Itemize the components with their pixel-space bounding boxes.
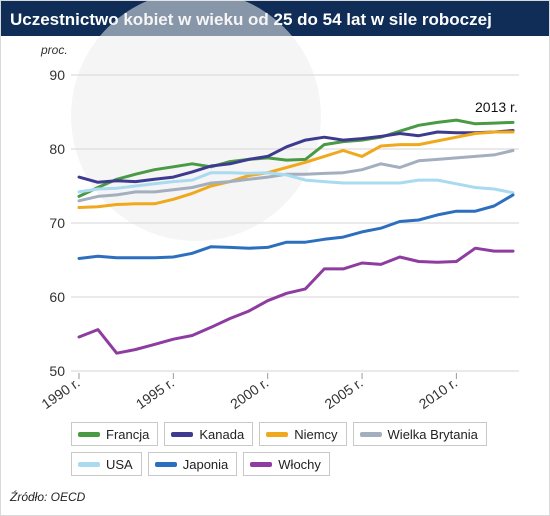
legend-item: USA (71, 452, 142, 476)
legend-label: Kanada (199, 426, 245, 442)
series-line-niemcy (77, 130, 515, 209)
y-tick-label: 90 (49, 67, 65, 83)
legend-label: Niemcy (294, 426, 338, 442)
x-tick-label: 1990 r. (38, 374, 82, 412)
legend-item: Francja (71, 422, 159, 446)
legend-item: Kanada (164, 422, 254, 446)
x-axis: 1990 r. 1995 r. 2000 r. 2005 r. 2010 r. (38, 373, 460, 412)
series-line-japonia (77, 193, 515, 260)
legend-label: Francja (106, 426, 150, 442)
legend-label: Włochy (278, 456, 321, 472)
legend-swatch (78, 431, 100, 437)
legend-row: Francja Kanada Niemcy Wielka Brytania (71, 422, 487, 446)
series-layer (77, 118, 515, 355)
x-tick-label: 1995 r. (133, 374, 177, 412)
series-line-wielka-brytania (77, 149, 515, 203)
legend-swatch (171, 431, 194, 437)
x-tick-label: 2000 r. (227, 374, 271, 412)
legend-item: Japonia (147, 452, 238, 476)
legend-swatch (359, 431, 382, 437)
legend-swatch (154, 461, 177, 467)
series-line-kanada (77, 129, 515, 184)
y-tick-label: 70 (49, 215, 65, 231)
legend: Francja Kanada Niemcy Wielka Brytania USA Ja… (71, 422, 487, 482)
legend-item: Niemcy (259, 422, 347, 446)
legend-swatch (250, 461, 273, 467)
year-annotation: 2013 r. (475, 99, 518, 115)
legend-swatch (266, 431, 289, 437)
x-tick-label: 2010 r. (416, 374, 460, 412)
y-tick-label: 50 (49, 363, 65, 379)
legend-swatch (78, 461, 100, 467)
series-line-usa (77, 171, 515, 195)
y-axis-label: proc. (40, 43, 68, 57)
legend-label: USA (106, 456, 133, 472)
source-note: Źródło: OECD (10, 490, 86, 504)
legend-item: Włochy (243, 452, 330, 476)
line-chart: 50 60 70 80 90 1990 r. 1995 r. 2000 r. 2005 r. 2… (38, 43, 519, 412)
watermark-logo (71, 0, 321, 241)
y-axis: 50 60 70 80 90 (49, 67, 65, 379)
legend-label: Japonia (182, 456, 229, 472)
y-tick-label: 80 (49, 141, 65, 157)
x-tick-label: 2005 r. (322, 374, 366, 412)
legend-row: USA Japonia Włochy (71, 452, 461, 476)
series-line-francja (77, 118, 515, 198)
legend-item: Wielka Brytania (352, 422, 487, 446)
legend-label: Wielka Brytania (387, 426, 478, 442)
grid-layer (71, 74, 519, 372)
y-tick-label: 60 (49, 289, 65, 305)
series-line-włochy (77, 246, 515, 355)
